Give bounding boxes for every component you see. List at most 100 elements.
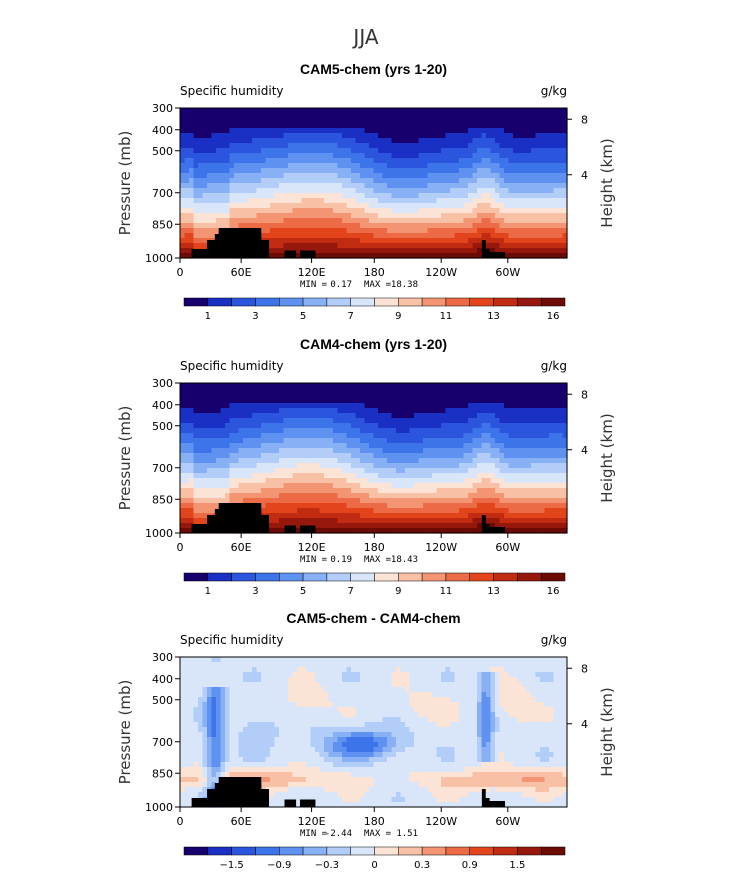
heatmap-cell xyxy=(495,393,501,399)
heatmap-cell xyxy=(423,228,429,234)
heatmap-cell xyxy=(405,443,411,449)
heatmap-cell xyxy=(274,143,280,149)
heatmap-cell xyxy=(441,468,447,474)
heatmap-cell xyxy=(306,498,312,504)
heatmap-cell xyxy=(459,428,465,434)
heatmap-cell xyxy=(193,108,199,114)
heatmap-cell xyxy=(198,403,204,409)
heatmap-cell xyxy=(306,238,312,244)
heatmap-cell xyxy=(310,163,316,169)
heatmap-cell xyxy=(216,493,222,499)
heatmap-cell xyxy=(486,173,492,179)
heatmap-cell xyxy=(202,133,208,139)
heatmap-cell xyxy=(486,233,492,239)
heatmap-cell xyxy=(454,253,460,259)
heatmap-cell xyxy=(184,498,190,504)
heatmap-cell xyxy=(391,433,397,439)
heatmap-cell xyxy=(337,483,343,489)
heatmap-cell xyxy=(351,508,357,514)
heatmap-cell xyxy=(355,188,361,194)
heatmap-cell xyxy=(540,138,546,144)
heatmap-cell xyxy=(405,448,411,454)
heatmap-cell xyxy=(486,413,492,419)
heatmap-cell xyxy=(423,453,429,459)
heatmap-cell xyxy=(198,113,204,119)
heatmap-cell xyxy=(369,448,375,454)
heatmap-cell xyxy=(207,113,213,119)
heatmap-cell xyxy=(441,388,447,394)
heatmap-cell xyxy=(328,168,334,174)
heatmap-cell xyxy=(270,113,276,119)
heatmap-cell xyxy=(265,473,271,479)
heatmap-cell xyxy=(265,178,271,184)
heatmap-cell xyxy=(522,208,528,214)
heatmap-cell xyxy=(463,223,469,229)
heatmap-cell xyxy=(337,453,343,459)
heatmap-cell xyxy=(270,498,276,504)
heatmap-cell xyxy=(198,148,204,154)
heatmap-cell xyxy=(544,398,550,404)
heatmap-cell xyxy=(216,133,222,139)
heatmap-cell xyxy=(468,503,474,509)
heatmap-cell xyxy=(211,223,217,229)
heatmap-cell xyxy=(274,443,280,449)
heatmap-cell xyxy=(450,203,456,209)
heatmap-cell xyxy=(207,193,213,199)
heatmap-cell xyxy=(270,243,276,249)
heatmap-cell xyxy=(184,463,190,469)
heatmap-cell xyxy=(396,133,402,139)
heatmap-cell xyxy=(495,223,501,229)
heatmap-cell xyxy=(234,408,240,414)
heatmap-cell xyxy=(562,128,568,134)
heatmap-cell xyxy=(387,138,393,144)
heatmap-cell xyxy=(184,393,190,399)
heatmap-cell xyxy=(297,463,303,469)
heatmap-cell xyxy=(328,108,334,114)
heatmap-cell xyxy=(441,383,447,389)
heatmap-cell xyxy=(499,443,505,449)
heatmap-cell xyxy=(513,173,519,179)
heatmap-cell xyxy=(310,408,316,414)
heatmap-cell xyxy=(346,248,352,254)
heatmap-cell xyxy=(333,463,339,469)
heatmap-cell xyxy=(360,173,366,179)
heatmap-cell xyxy=(234,478,240,484)
heatmap-cell xyxy=(337,213,343,219)
heatmap-cell xyxy=(513,193,519,199)
heatmap-cell xyxy=(351,113,357,119)
heatmap-cell xyxy=(387,478,393,484)
heatmap-cell xyxy=(436,248,442,254)
heatmap-cell xyxy=(531,108,537,114)
heatmap-cell xyxy=(445,158,451,164)
heatmap-cell xyxy=(562,253,568,259)
heatmap-cell xyxy=(301,198,307,204)
heatmap-cell xyxy=(562,403,568,409)
heatmap-cell xyxy=(283,448,289,454)
heatmap-cell xyxy=(355,218,361,224)
heatmap-cell xyxy=(279,173,285,179)
heatmap-cell xyxy=(477,208,483,214)
heatmap-cell xyxy=(441,398,447,404)
heatmap-cell xyxy=(319,393,325,399)
heatmap-cell xyxy=(450,238,456,244)
heatmap-cell xyxy=(517,143,523,149)
heatmap-cell xyxy=(351,503,357,509)
heatmap-cell xyxy=(549,483,555,489)
heatmap-cell xyxy=(225,178,231,184)
heatmap-cell xyxy=(558,223,564,229)
heatmap-cell xyxy=(306,228,312,234)
heatmap-cell xyxy=(387,168,393,174)
heatmap-cell xyxy=(391,198,397,204)
heatmap-cell xyxy=(495,178,501,184)
heatmap-cell xyxy=(553,113,559,119)
heatmap-cell xyxy=(418,228,424,234)
heatmap-cell xyxy=(468,238,474,244)
heatmap-cell xyxy=(351,148,357,154)
heatmap-cell xyxy=(468,483,474,489)
heatmap-cell xyxy=(454,138,460,144)
heatmap-cell xyxy=(499,213,505,219)
heatmap-cell xyxy=(184,238,190,244)
heatmap-cell xyxy=(283,458,289,464)
heatmap-cell xyxy=(562,498,568,504)
heatmap-cell xyxy=(445,218,451,224)
